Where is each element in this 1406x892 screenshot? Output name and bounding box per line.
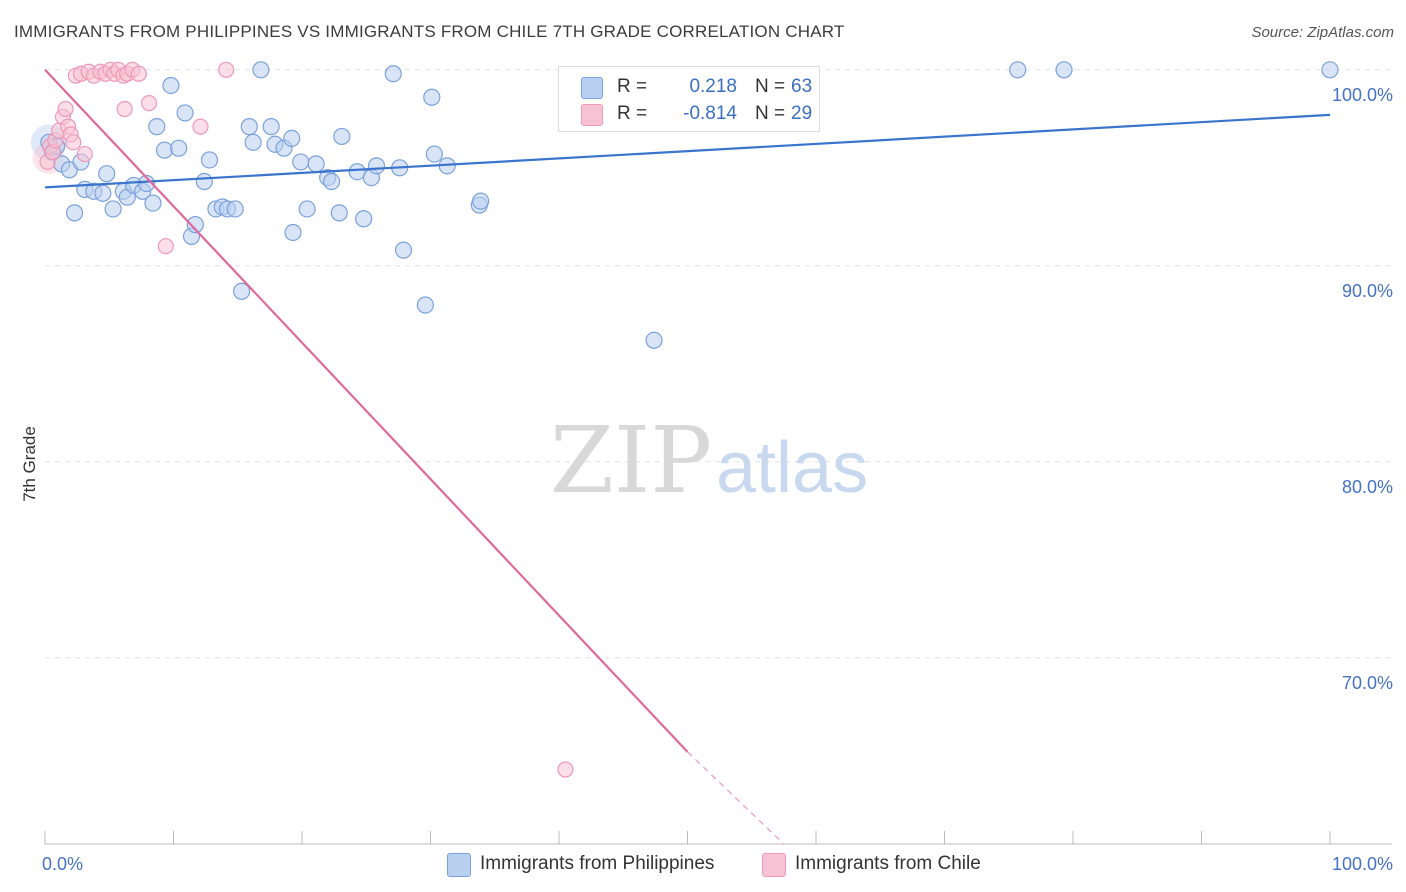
point-philippines (423, 88, 441, 106)
legend-swatch-chile (581, 104, 603, 126)
point-philippines (330, 204, 348, 222)
chart-title: IMMIGRANTS FROM PHILIPPINES VS IMMIGRANT… (14, 22, 845, 41)
watermark-zip: ZIP (550, 407, 712, 514)
point-philippines (307, 155, 325, 173)
trend-line-philippines (44, 113, 1331, 189)
point-philippines (233, 282, 251, 300)
point-philippines (384, 65, 402, 83)
legend-label-chile: Immigrants from Chile (795, 853, 981, 874)
point-philippines (1009, 61, 1027, 79)
point-philippines (155, 141, 174, 159)
data-points (30, 61, 1339, 778)
point-chile (76, 145, 93, 163)
trend-line-chile (44, 69, 689, 753)
trend-line-extension-chile (687, 751, 785, 845)
grid-lines (45, 69, 1392, 659)
point-philippines (98, 165, 116, 183)
legend-r-value: 0.218 (689, 76, 737, 97)
y-tick-label: 90.0% (1342, 281, 1393, 301)
legend-r-value: -0.814 (683, 103, 737, 124)
legend-r-label: R = (617, 76, 648, 97)
legend-n-label: N = (755, 103, 786, 124)
point-philippines (65, 204, 84, 222)
point-philippines (186, 216, 204, 234)
point-philippines (137, 174, 156, 193)
point-philippines (104, 200, 122, 218)
point-chile (140, 95, 158, 112)
legend-n-label: N = (755, 76, 786, 97)
point-chile (130, 65, 147, 82)
y-tick-label: 80.0% (1342, 477, 1393, 497)
axes (44, 831, 1392, 845)
point-philippines (244, 133, 262, 151)
legend-label-philippines: Immigrants from Philippines (480, 853, 715, 874)
point-philippines (394, 241, 413, 259)
point-philippines (262, 118, 280, 136)
legend-n-value: 63 (791, 76, 813, 97)
y-tick-label: 70.0% (1342, 673, 1393, 693)
x-tick-label-start: 0.0% (42, 854, 83, 874)
point-philippines (148, 118, 166, 136)
point-philippines (1055, 61, 1073, 79)
point-philippines (283, 129, 301, 147)
point-philippines (645, 331, 663, 349)
legend-swatch-philippines (581, 77, 603, 99)
legend-swatch-philippines (447, 853, 471, 877)
point-philippines (472, 192, 490, 210)
legend-r-label: R = (617, 103, 648, 124)
point-philippines (416, 296, 434, 314)
point-philippines (195, 172, 213, 191)
source-label: Source: ZipAtlas.com (1251, 24, 1394, 41)
stats-legend: R = 0.218 N = 63 R = -0.814 N = 29 (558, 66, 820, 132)
point-chile (192, 118, 209, 135)
point-philippines (144, 194, 162, 212)
point-chile (57, 100, 74, 118)
point-philippines (240, 118, 258, 136)
watermark: ZIP atlas (550, 407, 868, 514)
trend-lines (44, 69, 1331, 845)
point-philippines (252, 61, 270, 79)
legend-swatch-chile (762, 853, 786, 877)
point-philippines (425, 145, 443, 163)
point-chile (65, 134, 82, 151)
point-philippines (162, 76, 180, 95)
point-chile (557, 761, 574, 778)
x-tick-label-end: 100.0% (1332, 854, 1393, 874)
point-philippines (1321, 61, 1339, 79)
legend-n-value: 29 (791, 103, 813, 124)
point-philippines (170, 139, 188, 157)
point-chile (116, 100, 133, 118)
point-philippines (367, 157, 386, 175)
point-chile (157, 238, 174, 255)
y-tick-label: 100.0% (1332, 85, 1393, 105)
point-philippines (355, 210, 373, 228)
watermark-atlas: atlas (716, 428, 868, 508)
point-philippines (284, 223, 302, 242)
point-philippines (176, 104, 194, 122)
point-philippines (200, 151, 219, 169)
point-philippines (298, 200, 316, 218)
y-axis-label: 7th Grade (20, 426, 39, 502)
point-philippines (226, 200, 244, 218)
point-chile (218, 61, 235, 78)
point-philippines (333, 127, 351, 146)
point-philippines (292, 153, 310, 171)
point-philippines (322, 172, 341, 191)
point-philippines (94, 184, 112, 202)
tick-labels: 70.0% 80.0% 90.0% 100.0% 0.0% 100.0% (42, 85, 1393, 874)
